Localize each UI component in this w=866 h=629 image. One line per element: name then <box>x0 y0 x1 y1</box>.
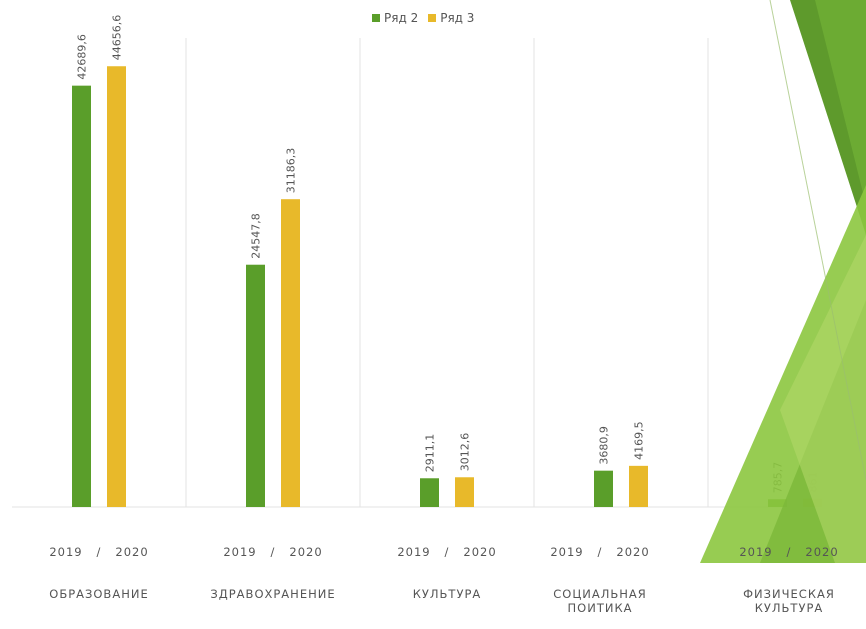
legend-label-series-2: Ряд 2 <box>384 11 419 25</box>
legend-item-series-2: Ряд 2 <box>372 11 418 25</box>
value-label-series-3-cat-3: 4169,5 <box>633 421 646 460</box>
bar-series-2-cat-1 <box>246 264 265 507</box>
value-label-series-2-cat-3: 3680,9 <box>598 426 611 465</box>
legend-item-series-3: Ряд 3 <box>428 11 474 25</box>
bar-series-3-cat-2 <box>455 477 474 507</box>
category-label-culture: 2019 / 2020 КУЛЬТУРА <box>367 517 527 615</box>
bar-series-2-cat-4 <box>768 499 787 507</box>
category-years: 2019 / 2020 <box>739 545 839 559</box>
category-years: 2019 / 2020 <box>397 545 497 559</box>
category-label-healthcare: 2019 / 2020 ЗДРАВОХРАНЕНИЕ <box>193 517 353 615</box>
bar-series-2-cat-0 <box>72 85 91 507</box>
bar-series-3-cat-4 <box>803 498 822 507</box>
category-label-physical-culture: 2019 / 2020 ФИЗИЧЕСКАЯ КУЛЬТУРА <box>727 517 851 629</box>
category-years: 2019 / 2020 <box>550 545 650 559</box>
chart-area: 42689,6 44656,6 24547,8 31186,3 2911,1 3012,6… <box>12 15 866 508</box>
category-years: 2019 / 2020 <box>49 545 149 559</box>
value-label-series-2-cat-2: 2911,1 <box>424 434 437 473</box>
value-label-series-2-cat-1: 24547,8 <box>250 213 263 259</box>
legend-label-series-3: Ряд 3 <box>440 11 475 25</box>
value-labels-group: 42689,6 44656,6 24547,8 31186,3 2911,1 3012,6… <box>76 15 820 494</box>
value-label-series-3-cat-1: 31186,3 <box>285 148 298 194</box>
category-name: КУЛЬТУРА <box>412 587 482 601</box>
value-label-series-3-cat-0: 44656,6 <box>111 15 124 61</box>
category-name: ЗДРАВОХРАНЕНИЕ <box>210 587 336 601</box>
value-label-series-3-cat-2: 3012,6 <box>459 433 472 472</box>
legend: Ряд 2 Ряд 3 <box>372 8 474 28</box>
value-label-series-2-cat-0: 42689,6 <box>76 34 89 80</box>
bar-series-3-cat-0 <box>107 66 126 508</box>
value-label-series-2-cat-4: 785,7 <box>772 462 785 494</box>
bar-series-2-cat-3 <box>594 470 613 507</box>
value-label-series-3-cat-4: 861 <box>807 472 820 493</box>
bars-group <box>72 66 822 508</box>
legend-swatch-series-3 <box>428 14 437 22</box>
category-name: СОЦИАЛЬНАЯ ПОИТИКА <box>553 587 647 615</box>
category-label-social-policy: 2019 / 2020 СОЦИАЛЬНАЯ ПОИТИКА <box>541 517 659 629</box>
bar-series-3-cat-1 <box>281 199 300 507</box>
category-label-education: 2019 / 2020 ОБРАЗОВАНИЕ <box>19 517 179 615</box>
category-years: 2019 / 2020 <box>223 545 323 559</box>
category-name: ФИЗИЧЕСКАЯ КУЛЬТУРА <box>743 587 835 615</box>
category-separators <box>12 38 866 508</box>
legend-swatch-series-2 <box>372 14 380 22</box>
bar-series-3-cat-3 <box>629 465 648 507</box>
bar-series-2-cat-2 <box>420 478 439 507</box>
category-name: ОБРАЗОВАНИЕ <box>49 587 149 601</box>
